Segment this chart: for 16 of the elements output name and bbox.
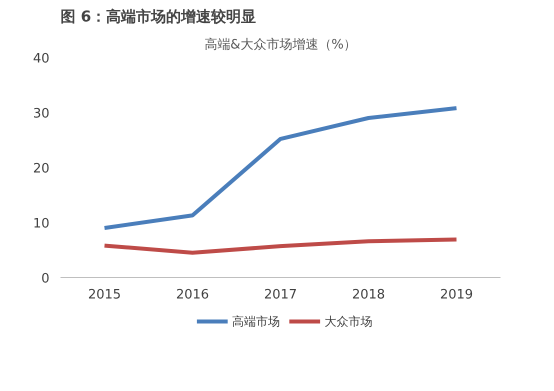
x-tick-label: 2016 (176, 288, 210, 302)
line-series (102, 238, 458, 255)
y-tick-label: 20 (32, 162, 50, 176)
x-tick-label: 2017 (264, 288, 298, 302)
x-tick-label: 2015 (88, 288, 122, 302)
y-tick-label: 30 (32, 106, 50, 122)
chart-title: 图 6：高端市场的增速较明显 (60, 8, 256, 26)
y-tick-label: 40 (32, 52, 50, 66)
x-tick-label: 2018 (352, 288, 386, 302)
y-tick-label: 10 (32, 216, 50, 232)
legend-label: 大众市场 (324, 314, 372, 328)
chart-subtitle: 高端&大众市场增速（%） (204, 36, 357, 52)
x-tick-label: 2019 (440, 288, 474, 302)
line-series (102, 106, 458, 230)
legend-label: 高端市场 (232, 314, 280, 328)
y-tick-label: 0 (41, 272, 50, 286)
